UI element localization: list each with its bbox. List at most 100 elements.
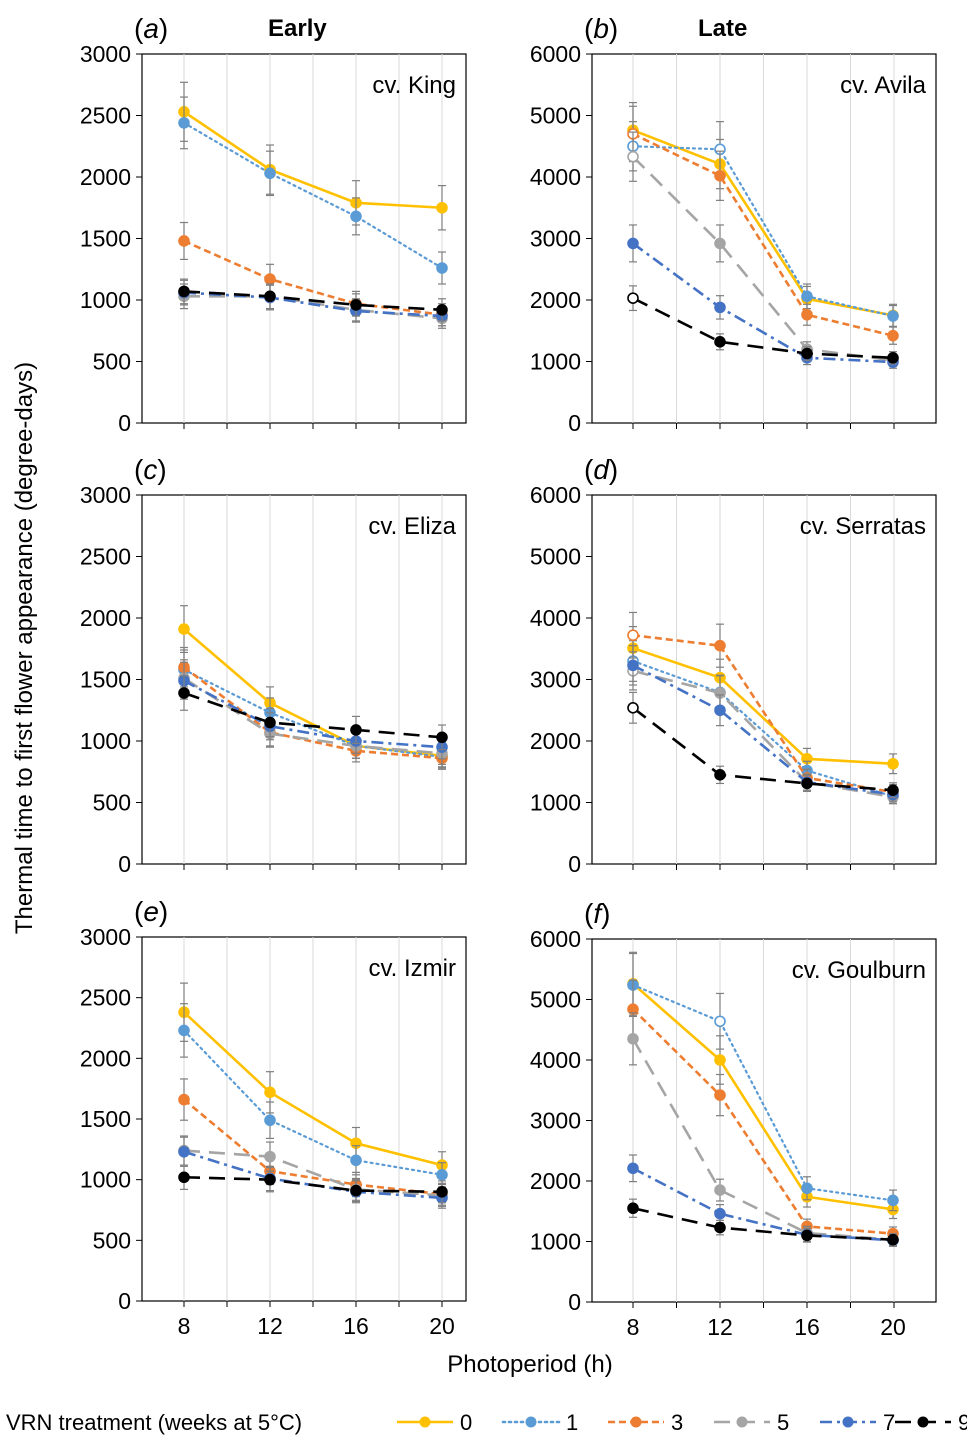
series-line: [632, 1167, 894, 1242]
series-line: [183, 291, 443, 318]
x-tick-label: 16: [343, 1313, 369, 1339]
series-line: [632, 1008, 894, 1235]
data-point: [178, 1145, 190, 1158]
data-point: [178, 1093, 190, 1106]
panels: 0 500 1000 1500 2000 2500 3000 (a) cv. King 0 1000…: [80, 13, 937, 1340]
series-9: [178, 675, 448, 751]
legend-marker: [630, 1416, 642, 1428]
series-line: [182, 121, 444, 270]
data-point: [436, 262, 448, 274]
cultivar-label: cv. King: [372, 72, 456, 99]
legend-label: 7: [883, 1410, 895, 1435]
data-point: [627, 237, 639, 250]
data-point: [178, 285, 190, 298]
y-tick-label: 0: [118, 851, 131, 877]
panel-a: 0 500 1000 1500 2000 2500 3000(a) cv. King: [80, 13, 467, 436]
series-line: [183, 691, 443, 739]
data-point: [627, 659, 639, 672]
y-tick-label: 2000: [530, 728, 581, 754]
data-point: [714, 1089, 726, 1101]
panel-label: (b): [584, 13, 618, 44]
legend-marker: [736, 1416, 748, 1428]
series-9: [627, 285, 899, 365]
series-line: [632, 242, 894, 364]
panel-f: 0 1000 2000 3000 4000 5000 6000 8 12 16 20 (f) cv. G…: [530, 898, 937, 1340]
data-point: [714, 704, 726, 717]
series-line: [183, 290, 443, 312]
legend-label: 1: [566, 1410, 578, 1435]
cultivar-label: cv. Serratas: [800, 513, 926, 540]
y-tick-label: 2500: [80, 985, 131, 1011]
y-tick-label: 500: [93, 349, 131, 375]
series-9: [178, 278, 448, 322]
y-tick-label: 2000: [530, 287, 581, 313]
data-point: [350, 1154, 362, 1167]
y-tick-label: 3000: [530, 226, 581, 252]
series-9: [178, 1164, 448, 1204]
data-point: [887, 329, 899, 342]
legend-label: 0: [460, 1410, 472, 1435]
panel-label: (c): [134, 454, 167, 485]
data-point: [178, 1024, 190, 1037]
data-point: [436, 731, 448, 744]
y-tick-label: 1500: [80, 226, 131, 252]
series-line: [183, 679, 443, 749]
series-line: [631, 983, 895, 1202]
x-tick-label: 20: [429, 1313, 455, 1339]
data-point: [801, 308, 813, 321]
data-point: [887, 310, 899, 322]
data-point: [627, 150, 639, 163]
y-tick-label: 5000: [530, 103, 581, 129]
y-tick-label: 5000: [530, 987, 581, 1013]
data-point: [178, 623, 190, 635]
y-tick-label: 2000: [530, 1168, 581, 1194]
y-tick-label: 1000: [80, 728, 131, 754]
series-line: [183, 1175, 443, 1194]
y-tick-label: 2500: [80, 544, 131, 570]
y-tick-label: 3000: [530, 1108, 581, 1134]
y-tick-label: 1000: [80, 287, 131, 313]
series-9: [627, 1198, 899, 1247]
data-point: [887, 352, 899, 364]
data-point: [887, 1194, 899, 1207]
data-point: [887, 757, 899, 770]
panel-label: (f): [584, 898, 610, 929]
y-tick-label: 500: [93, 790, 131, 816]
series-line: [632, 633, 894, 794]
y-tick-label: 0: [568, 1289, 581, 1315]
data-point: [178, 687, 190, 699]
series-line: [632, 706, 894, 792]
data-point: [350, 299, 362, 311]
data-point: [714, 1207, 726, 1220]
data-point: [178, 117, 190, 129]
data-point: [801, 777, 813, 790]
data-point: [714, 1184, 726, 1196]
y-tick-label: 6000: [530, 41, 581, 67]
y-tick-label: 4000: [530, 605, 581, 631]
data-point: [714, 1054, 726, 1066]
y-tick-label: 0: [568, 851, 581, 877]
legend-entry-7: 7: [820, 1410, 895, 1435]
panel-d: 0 1000 2000 3000 4000 5000 6000(d) cv. Serratas: [530, 454, 937, 877]
series-line: [631, 145, 895, 318]
series-line: [632, 646, 894, 766]
y-axis-title: Thermal time to first flower appearance …: [11, 362, 38, 934]
data-point: [627, 1033, 639, 1045]
data-point: [436, 1186, 448, 1198]
data-point: [178, 235, 190, 247]
data-point: [627, 1202, 639, 1215]
y-tick-label: 6000: [530, 926, 581, 952]
legend-marker: [419, 1416, 431, 1428]
data-point: [264, 1114, 276, 1127]
panel-e: 0 500 1000 1500 2000 2500 3000 8 12 16 20 (e) cv. Iz…: [80, 896, 467, 1339]
data-point: [887, 1233, 899, 1246]
x-tick-label: 20: [880, 1314, 906, 1340]
data-point: [350, 210, 362, 223]
column-title-early: Early: [268, 15, 327, 42]
panel-label: (a): [134, 13, 168, 44]
data-point: [264, 167, 276, 180]
panel-c: 0 500 1000 1500 2000 2500 3000(c) cv. Eliza: [80, 454, 467, 877]
legend-marker: [842, 1416, 854, 1428]
y-tick-label: 6000: [530, 482, 581, 508]
data-point: [801, 1182, 813, 1195]
